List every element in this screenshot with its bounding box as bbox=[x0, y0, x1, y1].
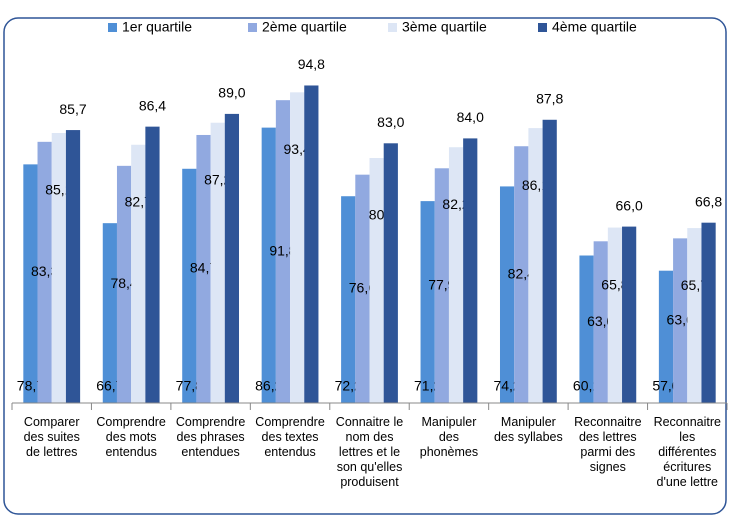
data-label: 60,1 bbox=[573, 378, 600, 394]
x-tick-label: Manipuler des phonèmes bbox=[419, 415, 479, 459]
legend-swatch bbox=[538, 23, 547, 32]
bar bbox=[542, 119, 557, 403]
data-label: 91,8 bbox=[269, 242, 296, 258]
data-label: 66,8 bbox=[695, 193, 722, 209]
legend-label: 3ème quartile bbox=[402, 19, 487, 35]
bar bbox=[499, 186, 515, 403]
bar bbox=[383, 143, 398, 404]
data-label: 72,2 bbox=[335, 378, 362, 394]
bar bbox=[182, 168, 197, 403]
bar bbox=[261, 127, 276, 404]
bar bbox=[102, 223, 117, 403]
bar bbox=[23, 164, 38, 403]
x-tick-label: Reconnaitre les différentes écritures d'… bbox=[653, 415, 721, 489]
data-label: 66,0 bbox=[616, 197, 643, 213]
data-label: 84,7 bbox=[190, 260, 217, 276]
bar bbox=[304, 85, 319, 403]
data-label: 78,7 bbox=[17, 378, 44, 394]
data-label: 77,9 bbox=[428, 276, 455, 292]
data-label: 87,2 bbox=[204, 171, 231, 187]
x-tick-label: Comprendre des phrases entendues bbox=[175, 415, 246, 459]
bar bbox=[463, 138, 478, 403]
data-label: 86,2 bbox=[255, 378, 282, 394]
data-label: 83,3 bbox=[31, 263, 58, 279]
data-label: 76,6 bbox=[349, 280, 376, 296]
data-label: 63,6 bbox=[667, 311, 694, 327]
x-tick-label: Manipuler des syllabes bbox=[493, 415, 563, 444]
x-tick-label: Reconnaitre des lettres parmi des signes bbox=[574, 415, 642, 474]
bar bbox=[290, 92, 305, 403]
data-label: 82,7 bbox=[125, 193, 152, 209]
data-label: 66,7 bbox=[96, 378, 123, 394]
bar bbox=[607, 227, 623, 403]
data-label: 89,0 bbox=[218, 85, 245, 101]
data-label: 74,2 bbox=[493, 378, 520, 394]
legend-swatch bbox=[388, 23, 397, 32]
data-label: 65,7 bbox=[681, 277, 708, 293]
x-tick-label: Connaitre le nom des lettres et le son q… bbox=[335, 415, 404, 489]
bar bbox=[448, 147, 464, 403]
data-label: 94,8 bbox=[298, 56, 325, 72]
data-label: 63,0 bbox=[587, 313, 614, 329]
data-label: 71,2 bbox=[414, 378, 441, 394]
data-label: 82,2 bbox=[442, 196, 469, 212]
bar bbox=[687, 228, 702, 403]
data-label: 86,1 bbox=[522, 177, 549, 193]
bar bbox=[145, 126, 160, 403]
data-label: 85,7 bbox=[59, 101, 86, 117]
bar bbox=[701, 222, 716, 403]
bar bbox=[514, 146, 529, 404]
bar bbox=[355, 174, 370, 403]
x-tick-label: Comprendre des textes entendus bbox=[255, 415, 325, 459]
x-tick-label: Comprendre des mots entendus bbox=[96, 415, 166, 459]
data-label: 84,0 bbox=[457, 109, 484, 125]
bar bbox=[420, 201, 435, 403]
data-label: 86,4 bbox=[139, 97, 166, 113]
data-label: 82,4 bbox=[508, 265, 535, 281]
bar bbox=[658, 270, 674, 403]
bar bbox=[622, 226, 637, 403]
legend-label: 1er quartile bbox=[122, 19, 192, 35]
data-label: 93,4 bbox=[284, 141, 311, 157]
data-label: 80 bbox=[369, 207, 385, 223]
data-label: 78,4 bbox=[110, 275, 137, 291]
data-label: 87,8 bbox=[536, 90, 563, 106]
bar bbox=[131, 144, 146, 403]
bar bbox=[37, 141, 52, 403]
bar bbox=[341, 196, 356, 403]
bar bbox=[528, 128, 543, 404]
bar bbox=[65, 130, 81, 403]
bar bbox=[673, 238, 688, 403]
data-label: 65,8 bbox=[601, 276, 628, 292]
legend-swatch bbox=[248, 23, 257, 32]
data-label: 83,0 bbox=[377, 114, 404, 130]
data-label: 77,8 bbox=[176, 378, 203, 394]
legend-swatch bbox=[108, 23, 117, 32]
bar bbox=[593, 241, 608, 403]
bar bbox=[116, 165, 132, 403]
bar bbox=[275, 100, 291, 404]
bar bbox=[196, 134, 211, 403]
bar bbox=[51, 133, 66, 403]
bar bbox=[224, 113, 240, 404]
x-tick-label: Comparer des suites de lettres bbox=[23, 415, 80, 459]
bar bbox=[369, 158, 384, 403]
data-label: 57,0 bbox=[652, 378, 679, 394]
data-label: 85,1 bbox=[45, 182, 72, 198]
bar bbox=[434, 168, 449, 403]
legend-label: 2ème quartile bbox=[262, 19, 347, 35]
bar bbox=[579, 255, 594, 403]
legend-label: 4ème quartile bbox=[552, 19, 637, 35]
bar bbox=[210, 122, 225, 403]
